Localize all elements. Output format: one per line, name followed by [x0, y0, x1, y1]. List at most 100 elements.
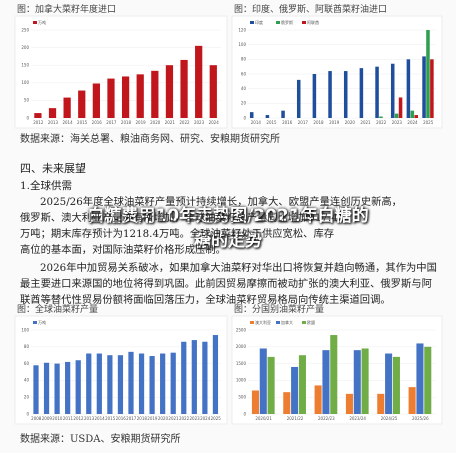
- source: 数据来源：海关总署、粮油商务网、研究、安粮期货研究所: [20, 134, 280, 145]
- y-tick-label: 20: [241, 101, 247, 106]
- x-tick-label: 2018: [121, 120, 132, 125]
- legend-swatch: [250, 321, 254, 324]
- bar: [96, 353, 102, 414]
- paragraph-line: 高位的基本面，对国际油菜籽价格形成压制。: [20, 244, 226, 256]
- y-tick-label: 200: [21, 45, 29, 50]
- x-tick-label: 2021: [360, 120, 371, 125]
- bar: [375, 66, 379, 118]
- x-tick-label: 2018: [313, 120, 324, 125]
- bar: [408, 387, 416, 414]
- bar: [107, 355, 113, 414]
- x-tick-label: 2017: [126, 416, 137, 421]
- bar: [267, 356, 275, 414]
- bar: [128, 351, 134, 414]
- x-tick-label: 2024: [407, 120, 418, 125]
- x-tick-label: 2019: [136, 120, 147, 125]
- x-tick-label: 2016: [282, 120, 293, 125]
- legend-label: 澳大利亚: [255, 319, 271, 325]
- bar: [160, 353, 166, 414]
- bar: [48, 108, 57, 118]
- bar: [394, 113, 399, 118]
- bar: [416, 343, 424, 414]
- y-tick-label: 2000: [236, 344, 247, 349]
- y-tick-label: 1000: [236, 378, 247, 383]
- bar: [138, 353, 145, 414]
- bar: [283, 392, 291, 414]
- bar: [63, 97, 71, 118]
- overlay-title: 糖的走势: [194, 231, 262, 251]
- bar: [422, 56, 426, 118]
- x-tick-label: 2021/22: [287, 416, 304, 421]
- y-tick-label: 60: [241, 71, 247, 76]
- bar: [392, 356, 400, 414]
- bar: [359, 68, 364, 118]
- paragraph-line: 2025/26年度全球油菜籽产量预计持续增长，加拿大、欧盟产量连创历史新高，: [40, 196, 402, 208]
- bar: [390, 63, 395, 118]
- x-tick-label: 2012: [33, 120, 44, 125]
- bar: [314, 385, 322, 414]
- legend-label: 万吨: [38, 319, 46, 325]
- bar: [345, 393, 353, 414]
- x-tick-label: 2012: [73, 416, 84, 421]
- y-tick-label: 250: [21, 27, 29, 32]
- x-tick-label: 2018: [137, 416, 148, 421]
- bar: [75, 360, 81, 414]
- legend-label: 万吨: [38, 19, 46, 25]
- x-tick-label: 2024: [200, 416, 211, 421]
- x-tick-label: 2022: [179, 416, 190, 421]
- bar: [209, 65, 217, 118]
- x-tick-label: 2023: [194, 120, 205, 125]
- bar: [296, 79, 301, 118]
- figure-title: 图：分国别油菜籽产量: [234, 303, 324, 315]
- bar: [212, 335, 219, 414]
- x-tick-label: 2014: [251, 120, 262, 125]
- x-tick-label: 2008: [31, 416, 42, 421]
- bar: [251, 390, 259, 414]
- figure-title: 图：印度、俄罗斯、阿联酋菜籽油进口: [234, 3, 387, 15]
- subheading: 1.全球供需: [20, 180, 73, 192]
- x-tick-label: 2017: [106, 120, 117, 125]
- x-tick-label: 2023: [190, 416, 201, 421]
- x-tick-label: 2023/24: [349, 416, 366, 421]
- y-tick-label: 100: [21, 327, 29, 332]
- bar: [343, 71, 348, 118]
- bar: [78, 90, 86, 118]
- x-tick-label: 2016: [116, 416, 127, 421]
- legend-swatch: [276, 321, 280, 324]
- bar: [191, 340, 197, 414]
- y-tick-label: 80: [24, 344, 30, 349]
- bar: [170, 352, 176, 414]
- figure-frame: [231, 15, 443, 129]
- x-tick-label: 2021: [165, 120, 176, 125]
- x-tick-label: 2011: [63, 416, 74, 421]
- bar: [121, 76, 130, 118]
- y-tick-label: 0: [243, 411, 246, 416]
- x-tick-label: 2015: [105, 416, 116, 421]
- x-tick-label: 2022/23: [318, 416, 335, 421]
- bar: [379, 116, 383, 118]
- x-tick-label: 2019: [147, 416, 158, 421]
- y-tick-label: 2500: [236, 327, 247, 332]
- bar: [330, 335, 338, 414]
- x-tick-label: 2015: [266, 120, 277, 125]
- bar: [312, 74, 317, 118]
- x-tick-label: 2025: [211, 416, 222, 421]
- y-tick-label: 40: [24, 378, 30, 383]
- y-tick-label: 150: [21, 63, 29, 68]
- bar: [410, 110, 415, 118]
- bar: [195, 45, 203, 119]
- x-tick-label: 2022: [376, 120, 387, 125]
- y-tick-label: 1500: [236, 361, 247, 366]
- bar: [34, 113, 42, 118]
- y-tick-label: 20: [24, 395, 30, 400]
- bar: [202, 341, 208, 414]
- paragraph-line: 2026年中加贸易关系破冰，如果加拿大油菜籽对华出口将恢复并趋向畅通，其作为中国: [40, 262, 437, 274]
- x-tick-label: 2025/26: [412, 416, 429, 421]
- x-tick-label: 2015: [77, 120, 88, 125]
- legend-swatch: [302, 321, 306, 324]
- y-tick-label: 40: [241, 86, 247, 91]
- legend-label: 印度: [255, 19, 263, 25]
- bar: [414, 115, 418, 118]
- legend-swatch: [250, 21, 254, 24]
